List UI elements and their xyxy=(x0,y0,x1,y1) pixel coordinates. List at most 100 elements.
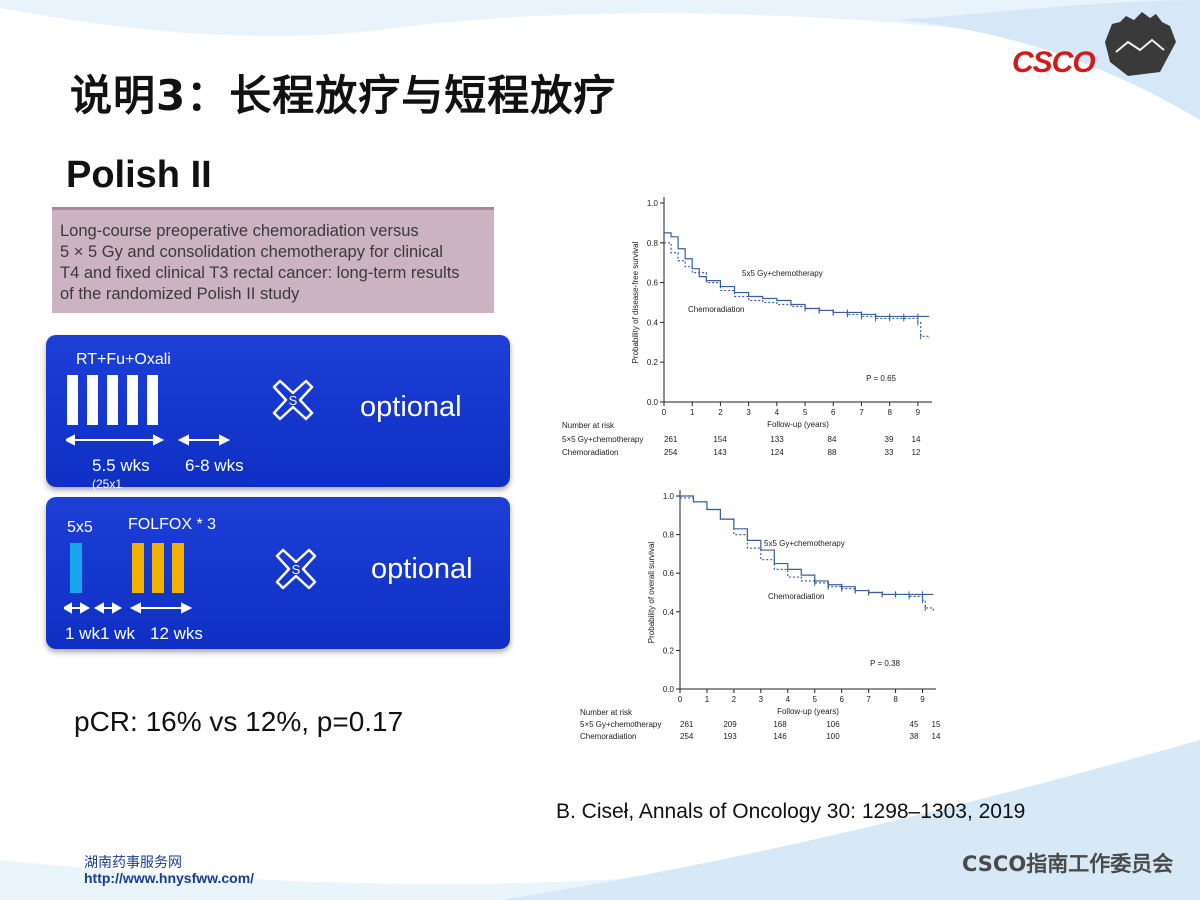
short-course-rt-bar xyxy=(70,543,82,593)
risk-value: 154 xyxy=(713,435,727,444)
risk-value: 168 xyxy=(773,720,787,729)
p-value: P = 0.65 xyxy=(866,374,896,383)
x-tick-label: 4 xyxy=(775,408,780,417)
risk-value: 38 xyxy=(910,732,919,741)
risk-row-label: Chemoradiation xyxy=(580,732,636,741)
risk-row-label: Chemoradiation xyxy=(562,448,618,457)
long-course-arm-panel: RT+Fu+Oxali 5.5 wks (25x1 6-8 wks S opti… xyxy=(46,335,510,491)
short-course-optional: optional xyxy=(371,553,473,585)
footer-url-link[interactable]: http://www.hnysfww.com/ xyxy=(84,870,255,886)
folfox-bar xyxy=(152,543,164,593)
short-course-interval-duration: 1 wk xyxy=(100,624,135,643)
short-course-arm-panel: 5x5 FOLFOX * 3 1 wk 1 wk 12 wks S option… xyxy=(46,497,510,649)
risk-value: 14 xyxy=(932,732,941,741)
x-tick-label: 0 xyxy=(678,695,683,704)
long-course-rt-bar xyxy=(127,375,138,425)
risk-value: 143 xyxy=(713,448,727,457)
long-course-rt-bar xyxy=(67,375,78,425)
x-tick-label: 0 xyxy=(662,408,667,417)
great-wall-icon xyxy=(1105,12,1176,76)
x-tick-label: 5 xyxy=(803,408,808,417)
risk-value: 261 xyxy=(680,720,694,729)
study-name: Polish II xyxy=(66,154,212,196)
risk-value: 14 xyxy=(912,435,921,444)
series-0-annotation: 5x5 Gy+chemotherapy xyxy=(764,539,845,548)
series-1-annotation: Chemoradiation xyxy=(688,305,744,314)
long-course-rt-bar xyxy=(87,375,98,425)
short-course-rt-label: 5x5 xyxy=(67,519,93,536)
paper-title-line: 5 × 5 Gy and consolidation chemotherapy … xyxy=(60,243,443,261)
risk-value: 33 xyxy=(885,448,894,457)
x-tick-label: 8 xyxy=(887,408,892,417)
long-course-interval-duration: 6-8 wks xyxy=(185,456,244,475)
y-tick-label: 0.2 xyxy=(663,646,675,655)
y-tick-label: 0.4 xyxy=(647,318,659,327)
y-tick-label: 1.0 xyxy=(663,492,675,501)
x-tick-label: 6 xyxy=(839,695,844,704)
y-tick-label: 0.0 xyxy=(663,685,675,694)
x-tick-label: 2 xyxy=(732,695,737,704)
footer-brand: CSCO指南工作委员会 xyxy=(962,852,1174,876)
surgery-icon-label: S xyxy=(292,562,301,577)
risk-value: 106 xyxy=(826,720,840,729)
x-tick-label: 7 xyxy=(859,408,864,417)
series-1-line xyxy=(680,497,934,612)
os-chart: 0.0 0.2 0.4 0.6 0.8 1.0 0 1 2 3 4 5 6 7 8 9 Follow-up (y… xyxy=(578,486,958,753)
risk-table-header: Number at risk xyxy=(562,421,615,430)
long-course-rt-dose: (25x1 xyxy=(92,477,123,491)
risk-value: 12 xyxy=(912,448,921,457)
risk-value: 261 xyxy=(664,435,678,444)
risk-row-label: 5×5 Gy+chemotherapy xyxy=(562,435,643,444)
y-tick-label: 0.4 xyxy=(663,608,675,617)
x-tick-label: 9 xyxy=(920,695,925,704)
series-0-annotation: 5x5 Gy+chemotherapy xyxy=(742,269,823,278)
y-tick-label: 0.8 xyxy=(663,531,675,540)
x-tick-label: 3 xyxy=(746,408,751,417)
folfox-bar xyxy=(132,543,144,593)
series-0-line xyxy=(680,495,934,596)
y-tick-label: 1.0 xyxy=(647,199,659,208)
x-tick-label: 1 xyxy=(705,695,710,704)
x-tick-label: 3 xyxy=(759,695,764,704)
risk-value: 45 xyxy=(910,720,919,729)
duration-arrows xyxy=(66,434,231,446)
risk-value: 209 xyxy=(723,720,737,729)
long-course-label: RT+Fu+Oxali xyxy=(76,351,171,368)
paper-title-line: T4 and fixed clinical T3 rectal cancer: … xyxy=(60,264,460,282)
risk-value: 254 xyxy=(664,448,678,457)
x-tick-label: 1 xyxy=(690,408,695,417)
risk-value: 133 xyxy=(770,435,784,444)
y-tick-label: 0.6 xyxy=(647,279,659,288)
csco-logo-text: CSCO xyxy=(1012,46,1096,79)
footer-org-name: 湖南药事服务网 xyxy=(84,855,182,871)
risk-table-header: Number at risk xyxy=(580,708,633,717)
x-tick-label: 8 xyxy=(893,695,898,704)
long-course-optional: optional xyxy=(360,391,462,423)
risk-value: 88 xyxy=(828,448,837,457)
risk-value: 39 xyxy=(885,435,894,444)
y-tick-label: 0.2 xyxy=(647,358,659,367)
paper-title-line: of the randomized Polish II study xyxy=(60,285,300,303)
x-tick-label: 2 xyxy=(718,408,723,417)
long-course-rt-bar xyxy=(147,375,158,425)
surgery-icon: S xyxy=(272,379,314,421)
series-1-line xyxy=(664,242,930,339)
pcr-result: pCR: 16% vs 12%, p=0.17 xyxy=(74,706,404,737)
series-1-annotation: Chemoradiation xyxy=(768,592,824,601)
risk-value: 146 xyxy=(773,732,787,741)
long-course-rt-bar xyxy=(107,375,118,425)
slide-title: 说明3：长程放疗与短程放疗 xyxy=(70,71,617,120)
x-axis-label: Follow-up (years) xyxy=(767,420,829,429)
paper-title-line: Long-course preoperative chemoradiation … xyxy=(60,222,419,240)
x-axis-label: Follow-up (years) xyxy=(777,707,839,716)
y-tick-label: 0.0 xyxy=(647,398,659,407)
paper-title-box: Long-course preoperative chemoradiation … xyxy=(52,207,494,313)
risk-value: 193 xyxy=(723,732,737,741)
citation: B. Ciseł, Annals of Oncology 30: 1298–13… xyxy=(556,800,1026,823)
y-axis-label: Probability of disease-free survival xyxy=(631,241,640,363)
x-tick-label: 7 xyxy=(866,695,871,704)
short-course-rt-duration: 1 wk xyxy=(65,624,100,643)
long-course-rt-duration: 5.5 wks xyxy=(92,456,150,475)
risk-value: 84 xyxy=(828,435,837,444)
